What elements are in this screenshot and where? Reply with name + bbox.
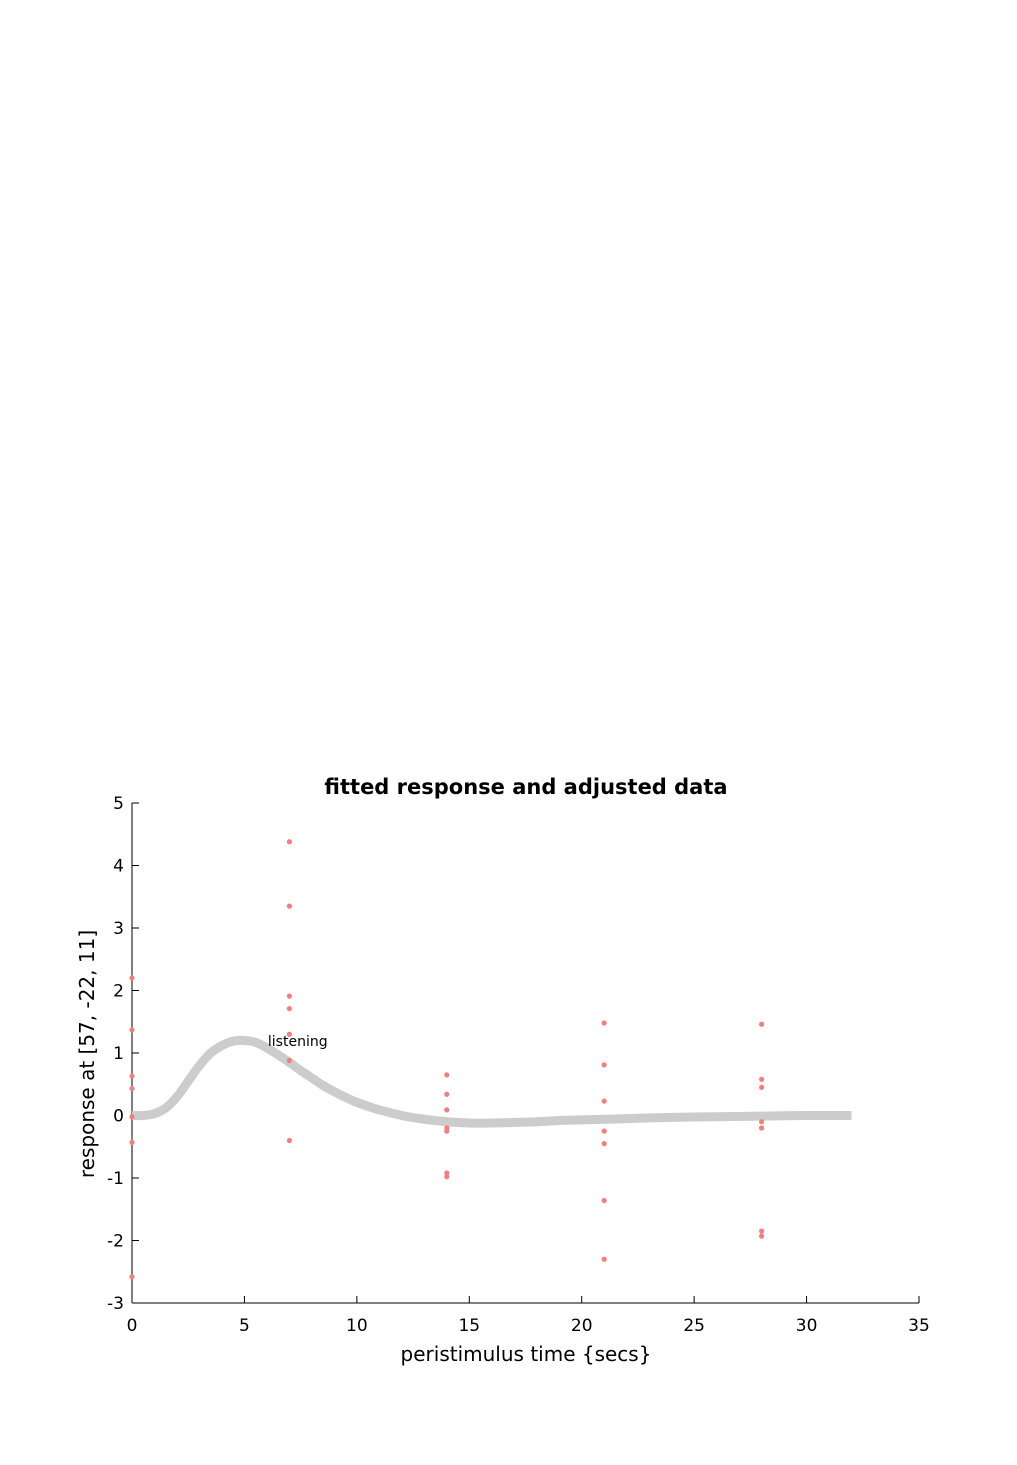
adjusted-data-point [129, 975, 135, 981]
x-tick-label: 10 [346, 1316, 368, 1336]
adjusted-data-point [759, 1076, 765, 1082]
adjusted-data-point [286, 1137, 292, 1144]
adjusted-data-point [286, 993, 292, 999]
adjusted-data-point [129, 1139, 135, 1145]
adjusted-data-point [129, 1073, 135, 1079]
fitted-response-curve [131, 1035, 852, 1128]
adjusted-data-point [444, 1107, 450, 1113]
y-tick-label: 4 [113, 857, 124, 877]
x-tick-label: 20 [571, 1316, 593, 1336]
adjusted-data-point [444, 1174, 450, 1180]
adjusted-data-point [601, 1128, 607, 1134]
y-axis-label: response at [57, -22, 11] [75, 930, 99, 1178]
x-tick-label: 15 [458, 1316, 480, 1336]
x-tick-label: 0 [127, 1316, 138, 1336]
y-tick-label: 3 [113, 919, 124, 939]
adjusted-data-point [286, 1006, 292, 1012]
adjusted-data-point [759, 1084, 765, 1090]
adjusted-data-point [129, 1086, 135, 1092]
adjusted-data-point [129, 1274, 135, 1280]
y-tick-label: -2 [107, 1232, 124, 1252]
adjusted-data-point [601, 1256, 607, 1262]
x-tick-label: 30 [796, 1316, 818, 1336]
adjusted-data-point [601, 1020, 607, 1026]
adjusted-data-point [759, 1228, 765, 1234]
adjusted-data-point [129, 1114, 135, 1120]
y-tick-label: 1 [113, 1044, 124, 1064]
adjusted-data-point [601, 1197, 607, 1204]
adjusted-data-point [444, 1072, 450, 1078]
adjusted-data-point [444, 1128, 450, 1134]
adjusted-data-point [759, 1125, 765, 1131]
x-tick-label: 35 [908, 1316, 930, 1336]
x-axis-label: peristimulus time {secs} [401, 1342, 652, 1366]
adjusted-data-point [601, 1141, 607, 1147]
adjusted-data-point [286, 1031, 292, 1037]
y-tick-label: 5 [113, 794, 124, 814]
adjusted-data-point [601, 1062, 607, 1068]
adjusted-data-point [286, 903, 292, 909]
adjusted-data-point [286, 839, 292, 845]
y-tick-label: 0 [113, 1107, 124, 1127]
y-tick-label: -3 [107, 1294, 124, 1314]
adjusted-data-point [286, 1057, 292, 1064]
y-tick-label: 2 [113, 982, 124, 1002]
adjusted-data-point [601, 1098, 607, 1104]
adjusted-data-point [444, 1170, 450, 1176]
adjusted-data-point [759, 1119, 765, 1125]
annotation-label: listening [268, 1034, 328, 1050]
adjusted-data-point [444, 1091, 450, 1097]
y-tick-label: -1 [107, 1169, 124, 1189]
adjusted-data-point [759, 1021, 765, 1027]
adjusted-data-point [759, 1233, 765, 1239]
plot-area: 0 5 10 15 20 25 30 35 -3 -2 -1 0 1 2 3 4 5 listening [107, 794, 930, 1336]
adjusted-data-point [129, 1027, 135, 1033]
x-tick-label: 5 [239, 1316, 250, 1336]
chart-title: fitted response and adjusted data [324, 775, 727, 799]
x-tick-label: 25 [683, 1316, 705, 1336]
